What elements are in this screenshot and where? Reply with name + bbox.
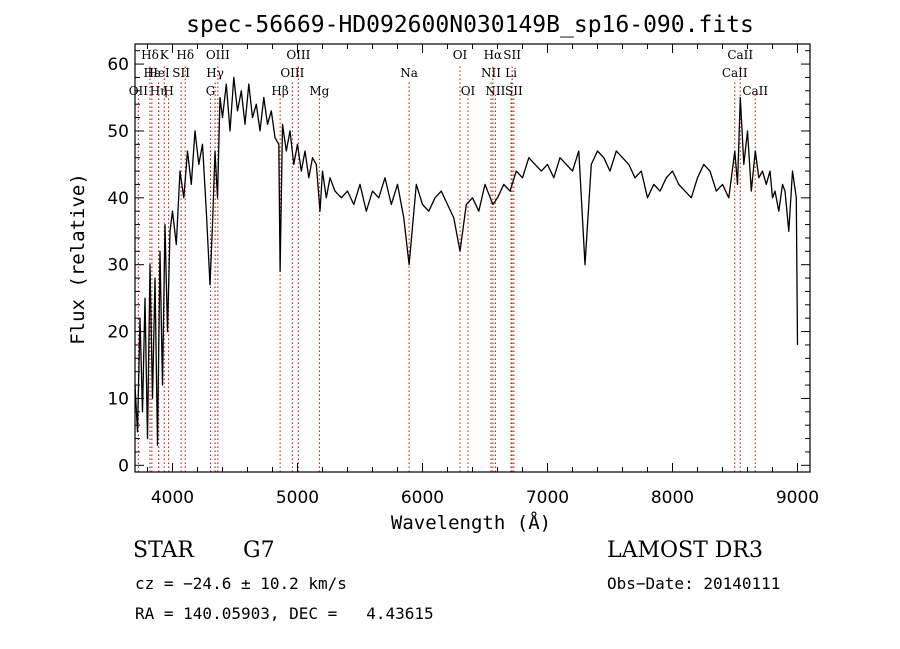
marker-label: CaII [742, 84, 768, 98]
marker-label: Hβ [271, 84, 288, 98]
marker-label: G [206, 84, 216, 98]
marker-label: H [163, 84, 173, 98]
marker-label: CaII [722, 66, 748, 80]
object-subclass: G7 [243, 538, 275, 563]
ra-dec: RA = 140.05903, DEC = 4.43615 [135, 604, 434, 623]
y-tick-label: 20 [107, 323, 129, 343]
x-tick-label: 8000 [651, 488, 694, 508]
marker-label: Hα [484, 48, 503, 62]
marker-label: Na [400, 66, 418, 80]
x-tick-label: 5000 [276, 488, 319, 508]
y-axis-label: Flux (relative) [67, 173, 89, 345]
redshift-cz: cz = −24.6 ± 10.2 km/s [135, 574, 347, 593]
y-tick-label: 50 [107, 122, 129, 142]
marker-label: HeI [147, 66, 170, 80]
object-class: STAR [133, 538, 194, 563]
x-tick-label: 9000 [776, 488, 819, 508]
marker-label: Mg [309, 84, 329, 98]
marker-label: Hε [144, 66, 161, 80]
marker-label: Hγ [206, 66, 224, 80]
x-tick-label: 7000 [526, 488, 569, 508]
survey-name: LAMOST DR3 [607, 538, 763, 563]
marker-label: OI [461, 84, 476, 98]
y-tick-label: 0 [118, 456, 129, 476]
marker-label: Hδ [141, 48, 159, 62]
y-tick-label: 40 [107, 189, 129, 209]
y-tick-label: 10 [107, 389, 129, 409]
x-axis-label: Wavelength (Å) [391, 511, 551, 534]
y-tick-label: 60 [107, 55, 129, 75]
marker-label: K [160, 48, 170, 62]
x-tick-label: 4000 [151, 488, 194, 508]
marker-label: SII [172, 66, 190, 80]
observation-date: Obs−Date: 20140111 [607, 574, 781, 593]
marker-label: OIII [280, 66, 304, 80]
marker-label: CaII [727, 48, 753, 62]
series-line [134, 76, 799, 446]
y-tick-label: 30 [107, 256, 129, 276]
chart-title: spec-56669-HD092600N030149B_sp16-090.fit… [186, 12, 754, 38]
plot-axes: 4000 5000 6000 7000 8000 9000 0 10 20 30 40 50 60 [107, 43, 819, 508]
flux-series [134, 76, 799, 446]
marker-label: NII [485, 84, 505, 98]
marker-label: SII [505, 84, 523, 98]
marker-label: SII [503, 48, 521, 62]
plot-frame [134, 43, 811, 473]
marker-label: OIII [206, 48, 230, 62]
marker-label: OIII [286, 48, 310, 62]
marker-label: Hδ [176, 48, 194, 62]
marker-label: NII [481, 66, 501, 80]
marker-label: Li [505, 66, 517, 80]
marker-label: OI [453, 48, 468, 62]
x-tick-label: 6000 [401, 488, 444, 508]
